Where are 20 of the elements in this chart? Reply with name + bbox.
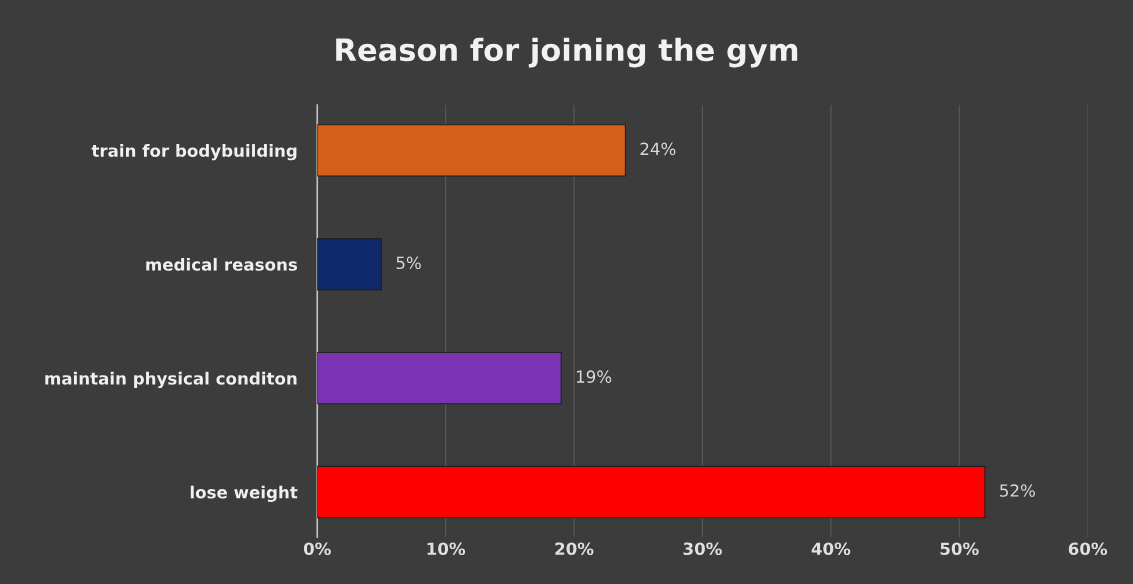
x-tick-label: 30% [683, 542, 722, 556]
y-tick-label: medical reasons [146, 257, 297, 271]
x-tick-label: 60% [1068, 542, 1108, 556]
x-tick-label: 10% [427, 542, 466, 556]
chart-title: Reason for joining the gym [336, 37, 798, 68]
data-label: 52% [1000, 484, 1035, 497]
data-label: 24% [640, 142, 676, 156]
y-tick-label: maintain physical conditon [45, 371, 297, 389]
bar [317, 465, 986, 519]
y-tick-label: train for bodybuilding [91, 144, 297, 161]
bar [317, 124, 626, 177]
data-label: 5% [396, 256, 421, 270]
data-label: 19% [576, 370, 612, 383]
bar [317, 351, 562, 405]
bar [317, 238, 382, 291]
x-tick-label: 40% [811, 542, 851, 556]
x-tick-label: 20% [555, 542, 594, 556]
y-tick-label: lose weight [190, 485, 298, 502]
x-tick-label: 0% [303, 542, 331, 556]
x-tick-label: 50% [940, 542, 979, 556]
